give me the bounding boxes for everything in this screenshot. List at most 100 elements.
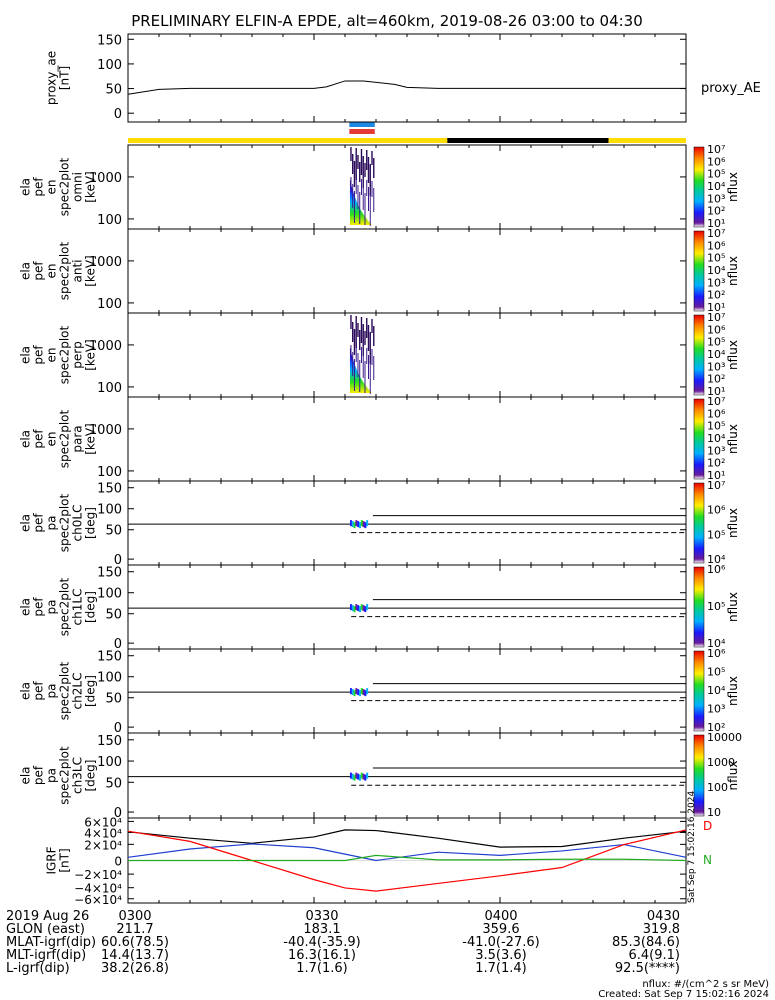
pa-flux-mark bbox=[358, 522, 361, 529]
colorbar-tick-label: 10⁴ bbox=[707, 637, 726, 650]
y-axis-label: [deg] bbox=[84, 507, 98, 539]
colorbar-perp bbox=[693, 314, 705, 396]
footer: 2019 Aug 26 0300 0330 0400 0430 GLON (east) 21… bbox=[6, 909, 769, 1000]
vertical-timestamp: Sat Sep 7 15:02:16 2024 bbox=[687, 791, 697, 903]
pa-flux-mark bbox=[351, 773, 354, 780]
y-axis-label: perp bbox=[71, 341, 85, 369]
colorbar-tick-label: 10¹ bbox=[707, 469, 725, 482]
panel-ch2: 150 100 50 0 ela pef pa spec2plot ch2LC [deg] 10⁶ 1… bbox=[19, 647, 741, 736]
panel-proxy_ae: 150 100 50 0 proxy_ae [nT] proxy_AE bbox=[45, 33, 761, 123]
y-tick-label: 0 bbox=[114, 855, 122, 869]
footer-value: 6.4(9.1) bbox=[629, 948, 681, 963]
y-tick-label: 4×10⁴ bbox=[84, 826, 122, 840]
y-axis-label: ela bbox=[19, 346, 33, 364]
y-axis-label: pef bbox=[32, 345, 46, 365]
pa-flux-mark bbox=[355, 520, 358, 527]
pa-flux-mark bbox=[364, 774, 367, 781]
y-axis-label: ela bbox=[19, 262, 33, 280]
pa-flux-mark bbox=[353, 606, 356, 613]
colorbar-tick-label: 10⁶ bbox=[707, 323, 726, 336]
footer-value: 60.6(78.5) bbox=[101, 935, 169, 950]
y-axis-label: ela bbox=[19, 178, 33, 196]
y-axis-label: spec2plot bbox=[58, 325, 72, 384]
y-tick-label: 50 bbox=[105, 692, 122, 707]
colorbar-tick-label: 10000 bbox=[707, 731, 742, 744]
pa-flux-mark bbox=[357, 605, 360, 612]
y-tick-label: −6×10⁴ bbox=[74, 893, 122, 907]
status-segment bbox=[608, 138, 686, 143]
pa-flux-mark bbox=[349, 604, 352, 611]
y-tick-label: 1000 bbox=[89, 339, 122, 354]
status-segment bbox=[128, 138, 448, 143]
y-axis-label: ela bbox=[19, 514, 33, 532]
pa-flux-mark bbox=[364, 606, 367, 613]
panel-ch0: 150 100 50 0 ela pef pa spec2plot ch0LC [deg] 10⁷ 1… bbox=[19, 479, 741, 568]
colorbar-para bbox=[693, 398, 705, 480]
y-tick-label: 1000 bbox=[89, 255, 122, 270]
colorbar-tick-label: 10⁷ bbox=[707, 395, 725, 408]
colorbar-tick-label: 10⁶ bbox=[707, 504, 726, 517]
y-axis-label: ela bbox=[19, 598, 33, 616]
footer-value: 183.1 bbox=[303, 922, 340, 937]
colorbar-label: nflux bbox=[726, 761, 740, 791]
y-tick-label: 50 bbox=[105, 608, 122, 623]
pa-flux-mark bbox=[355, 688, 358, 695]
colorbar-tick-label: 10⁵ bbox=[707, 336, 725, 349]
pa-flux-mark bbox=[360, 772, 363, 779]
colorbar-tick-label: 10² bbox=[707, 289, 725, 302]
colorbar-label: nflux bbox=[726, 256, 740, 286]
panel-frame-ch0 bbox=[127, 480, 687, 566]
igrf-series-N bbox=[127, 843, 687, 862]
colorbar-ch0 bbox=[693, 482, 705, 564]
footer-value: 38.2(26.8) bbox=[101, 961, 169, 976]
footer-row-label: MLT-igrf(dip) bbox=[6, 948, 86, 963]
plot-title: PRELIMINARY ELFIN-A EPDE, alt=460km, 201… bbox=[131, 12, 643, 30]
colorbar-tick-label: 10⁴ bbox=[707, 432, 726, 445]
spectrogram-blob bbox=[349, 179, 372, 225]
pa-flux-mark bbox=[353, 690, 356, 697]
y-axis-label: ch2LC bbox=[71, 673, 85, 710]
igrf-legend-N: N bbox=[703, 853, 712, 867]
y-tick-label: 0 bbox=[114, 806, 122, 821]
colorbar-ch2 bbox=[693, 650, 705, 732]
footer-value: 1.7(1.6) bbox=[296, 961, 348, 976]
proxy-ae-line bbox=[127, 80, 686, 95]
y-axis-label: omni bbox=[71, 172, 85, 202]
pa-flux-mark bbox=[360, 604, 363, 611]
y-axis-label: [nT] bbox=[58, 66, 72, 90]
colorbar-tick-label: 10³ bbox=[707, 192, 725, 205]
y-tick-label: 100 bbox=[97, 58, 122, 73]
colorbar-tick-label: 10⁴ bbox=[707, 264, 726, 277]
y-axis-label: pa bbox=[45, 600, 59, 615]
y-axis-label: [keV] bbox=[84, 423, 98, 454]
panel-frame-perp bbox=[127, 312, 687, 398]
y-axis-label: [keV] bbox=[84, 255, 98, 286]
colorbar-tick-label: 10⁴ bbox=[707, 180, 726, 193]
y-tick-label: 150 bbox=[97, 566, 122, 581]
colorbar-tick-label: 10⁷ bbox=[707, 143, 725, 156]
footer-value: 16.3(16.1) bbox=[288, 948, 356, 963]
pa-flux-mark bbox=[366, 688, 369, 695]
y-tick-label: 50 bbox=[105, 524, 122, 539]
y-axis-label: ch0LC bbox=[71, 505, 85, 542]
footer-value: 359.6 bbox=[482, 922, 519, 937]
y-axis-label: ela bbox=[19, 682, 33, 700]
colorbar-tick-label: 10⁷ bbox=[707, 479, 725, 492]
colorbar-tick-label: 10⁴ bbox=[707, 348, 726, 361]
pa-flux-mark bbox=[358, 774, 361, 781]
y-axis-label: IGRF bbox=[45, 846, 59, 874]
colorbar-label: nflux bbox=[726, 424, 740, 454]
colorbar-omni bbox=[693, 146, 705, 228]
colorbar-tick-label: 10⁵ bbox=[707, 528, 725, 541]
colorbar-tick-label: 10³ bbox=[707, 276, 725, 289]
panel-frame-ch3 bbox=[127, 732, 687, 819]
y-tick-label: 100 bbox=[97, 213, 122, 228]
pa-flux-mark bbox=[362, 521, 365, 528]
igrf-series-green bbox=[128, 854, 687, 862]
y-axis-label: spec2plot bbox=[58, 746, 72, 805]
y-axis-label: pef bbox=[32, 597, 46, 617]
y-tick-label: 0 bbox=[114, 553, 122, 568]
pa-flux-mark bbox=[351, 689, 354, 696]
colorbar-label: nflux bbox=[726, 340, 740, 370]
